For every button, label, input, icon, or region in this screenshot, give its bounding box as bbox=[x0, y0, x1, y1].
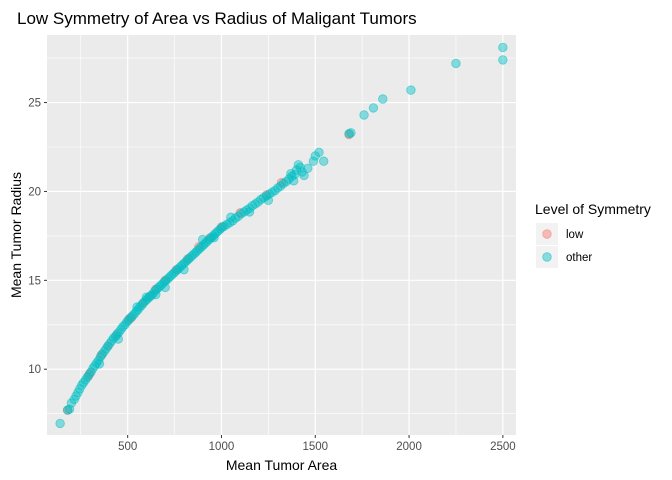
legend-label-other: other bbox=[566, 252, 592, 264]
major-gridlines bbox=[47, 35, 516, 435]
data-point-other bbox=[151, 289, 161, 300]
data-point-other bbox=[55, 418, 65, 429]
legend: Level of Symmetry low other bbox=[535, 201, 651, 268]
data-point-other bbox=[286, 168, 296, 179]
data-point-other bbox=[359, 110, 369, 120]
data-point-other bbox=[141, 292, 152, 302]
data-point-other bbox=[314, 147, 324, 158]
data-point-other bbox=[281, 176, 291, 187]
legend-key-bg bbox=[536, 223, 558, 245]
data-point-other bbox=[132, 302, 142, 312]
data-point-other bbox=[498, 42, 508, 53]
data-point-other bbox=[209, 232, 219, 243]
data-point-other bbox=[310, 151, 320, 161]
legend-label-low: low bbox=[566, 229, 584, 241]
minor-gridlines bbox=[47, 35, 516, 435]
x-tick-label: 500 bbox=[118, 441, 137, 453]
data-point-other bbox=[406, 85, 416, 95]
x-tick-label: 1000 bbox=[209, 441, 235, 453]
legend-entries: low other bbox=[536, 223, 592, 268]
x-tick-label: 1500 bbox=[302, 441, 328, 453]
x-axis-title: Mean Tumor Area bbox=[226, 457, 337, 473]
data-point-other bbox=[94, 359, 105, 369]
y-tick-label: 15 bbox=[28, 275, 41, 287]
data-point-other bbox=[368, 103, 379, 113]
data-point-other bbox=[244, 207, 255, 217]
y-tick-label: 10 bbox=[28, 364, 41, 376]
legend-key-other bbox=[542, 252, 552, 262]
data-point-other bbox=[288, 176, 299, 186]
y-tick-label: 25 bbox=[28, 98, 41, 110]
data-point-other bbox=[344, 128, 354, 139]
data-point-other bbox=[198, 234, 208, 245]
x-tick-label: 2000 bbox=[396, 441, 422, 453]
series-other-points bbox=[55, 42, 508, 429]
legend-key-low bbox=[542, 229, 552, 239]
data-point-other bbox=[308, 156, 319, 166]
data-point-other bbox=[113, 334, 123, 344]
plot-panel bbox=[47, 35, 516, 435]
y-axis-ticks: 10 15 20 25 bbox=[28, 98, 47, 376]
data-point-other bbox=[378, 94, 388, 104]
legend-key-bg bbox=[536, 246, 558, 268]
data-point-other bbox=[319, 156, 329, 166]
legend-title: Level of Symmetry bbox=[535, 201, 651, 217]
data-point-other bbox=[226, 212, 236, 222]
x-axis-ticks: 500 1000 1500 2000 2500 bbox=[118, 435, 516, 453]
data-point-other bbox=[160, 282, 170, 293]
x-tick-label: 2500 bbox=[490, 441, 516, 453]
data-point-other bbox=[179, 264, 189, 275]
chart-title: Low Symmetry of Area vs Radius of Maliga… bbox=[17, 9, 417, 28]
y-axis-title: Mean Tumor Radius bbox=[8, 172, 24, 298]
data-point-other bbox=[451, 58, 461, 69]
data-point-other bbox=[263, 195, 274, 206]
data-point-other bbox=[498, 55, 508, 65]
y-tick-label: 20 bbox=[28, 186, 41, 198]
data-point-other bbox=[303, 163, 313, 174]
